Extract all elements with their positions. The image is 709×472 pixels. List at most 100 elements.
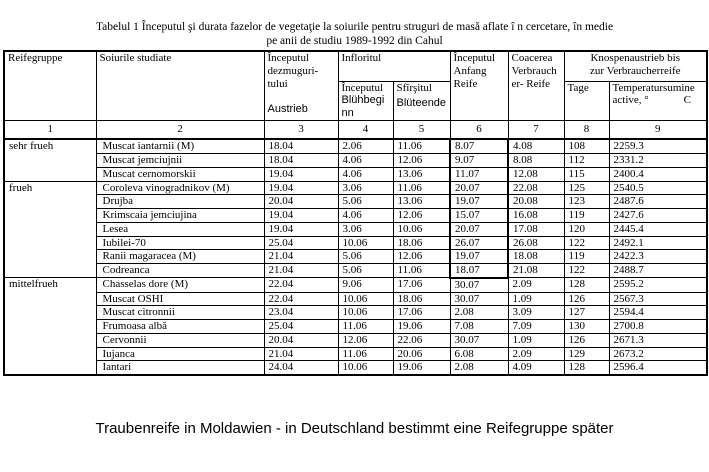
table-row: Iantari 24.04 10.06 19.06 2.08 4.09 128 2596.4 [4, 360, 708, 376]
value-cell: 23.04 [263, 305, 339, 321]
page: Tabelul 1 Începutul şi durata fazelor de… [0, 21, 709, 472]
value-cell: 8.07 [449, 138, 509, 155]
header-tage: Tage [563, 80, 610, 121]
value-cell: 12.06 [392, 153, 451, 168]
value-cell: 21.04 [263, 346, 339, 362]
table-row: Krimscaia jemciujina 19.04 4.06 12.06 15.07 1… [4, 208, 708, 223]
value-cell: 2422.3 [608, 249, 708, 265]
header-infloritul: Infloritul [337, 50, 451, 82]
table-row: Muscat OSHI 22.04 10.06 18.06 30.07 1.09 126 25… [4, 291, 708, 307]
footer-note: Traubenreife in Moldawien - in Deutschla… [95, 420, 614, 438]
header-row-numbers: 1 2 3 4 5 6 7 8 9 [3, 119, 708, 141]
soi-name-cell: Muscat OSHI [95, 291, 265, 307]
value-cell: 13.06 [392, 166, 451, 182]
table-row: Iubilei-70 25.04 10.06 18.06 26.07 26.08 122 24… [4, 235, 708, 251]
soi-name-cell: Muscat citronnii [95, 305, 265, 321]
header-reifegruppe: Reifegruppe [3, 50, 97, 121]
value-cell: 30.07 [449, 277, 509, 293]
header-blueteende: Sfîrşitul Blüteende [392, 80, 451, 121]
column-number-6: 6 [449, 119, 509, 141]
table-row: Muscat cernomorskii 19.04 4.06 13.06 11.07 12… [4, 166, 708, 182]
title-line1: Tabelul 1 Începutul şi durata fazelor de… [95, 21, 614, 33]
value-cell: 25.04 [263, 319, 339, 334]
value-cell: 19.07 [449, 249, 509, 265]
value-cell: 128 [563, 277, 610, 293]
header-bluehbeginn-de: Blühbeginn [341, 94, 385, 120]
table-row: Frumoasa albă 25.04 11.06 19.06 7.08 7.09 130 2… [4, 319, 708, 334]
value-cell: 19.06 [392, 360, 451, 376]
reifegruppe-cell: sehr frueh [3, 138, 97, 182]
table-title: Tabelul 1 Începutul şi durata fazelor de… [0, 21, 709, 48]
header-austrieb: Austrieb [267, 103, 308, 116]
value-cell: 7.09 [507, 319, 565, 334]
header-knospenaustrieb: Knospenaustrieb bis zur Verbraucherreife [563, 50, 708, 82]
table-row: frueh Coroleva vinogradnikov (M) 19.04 3.06… [3, 180, 708, 279]
value-cell: 2700.8 [608, 319, 708, 334]
table-row: sehr frueh Muscat iantarnii (M) 18.04 2.06 1… [3, 138, 708, 182]
value-cell: 3.09 [507, 305, 565, 321]
value-cell: 21.08 [507, 263, 565, 279]
value-cell: 9.07 [449, 153, 509, 168]
reifegruppe-cell: mittelfrueh [3, 277, 97, 376]
value-cell: 11.06 [392, 263, 451, 279]
header-row-top: Reifegruppe Soiurile studiate Începutul … [3, 50, 708, 121]
value-cell: 119 [563, 208, 610, 223]
soi-name-cell: Muscat iantarnii (M) [95, 138, 265, 155]
value-cell: 19.04 [263, 180, 339, 196]
value-cell: 11.07 [449, 166, 509, 182]
value-cell: 20.06 [392, 346, 451, 362]
value-cell: 20.07 [449, 221, 509, 237]
value-cell: 2.08 [449, 360, 509, 376]
value-cell: 20.04 [263, 194, 339, 210]
value-cell: 2331.2 [608, 153, 708, 168]
header-row-sub: Începutul Blühbeginn Sfîrşitul Blüteende… [4, 80, 708, 121]
header-coacerea-verbraucherreife: Coacerea Verbraucher- Reife [507, 50, 565, 121]
value-cell: 21.04 [263, 249, 339, 265]
value-cell: 19.07 [449, 194, 509, 210]
value-cell: 2673.2 [608, 346, 708, 362]
value-cell: 1.09 [507, 332, 565, 348]
table-row: Cervonnii 20.04 12.06 22.06 30.07 1.09 126 2671… [4, 332, 708, 348]
table-body: sehr frueh Muscat iantarnii (M) 18.04 2.06 1… [3, 138, 708, 376]
value-cell: 5.06 [337, 249, 394, 265]
header-temperatursumme: Temperatursumine active, ° C [608, 80, 708, 121]
soi-name-cell: Iantari [95, 360, 265, 376]
value-cell: 125 [563, 180, 610, 196]
value-cell: 11.06 [392, 180, 451, 196]
table-row: Iujanca 21.04 11.06 20.06 6.08 2.09 129 2673.2 [4, 346, 708, 362]
soi-name-cell: Krimscaia jemciujina [95, 208, 265, 223]
value-cell: 2400.4 [608, 166, 708, 182]
value-cell: 17.08 [507, 221, 565, 237]
value-cell: 18.04 [263, 138, 339, 155]
value-cell: 129 [563, 346, 610, 362]
header-blueteende-de: Blüteende [396, 97, 447, 110]
value-cell: 2594.4 [608, 305, 708, 321]
value-cell: 2671.3 [608, 332, 708, 348]
value-cell: 2596.4 [608, 360, 708, 376]
value-cell: 126 [563, 332, 610, 348]
value-cell: 10.06 [337, 305, 394, 321]
value-cell: 12.06 [392, 249, 451, 265]
table-row: Lesea 19.04 3.06 10.06 20.07 17.08 120 2445.4 [4, 221, 708, 237]
value-cell: 3.06 [337, 221, 394, 237]
value-cell: 21.04 [263, 263, 339, 279]
vegetation-table: Reifegruppe Soiurile studiate Începutul … [3, 50, 708, 377]
value-cell: 30.07 [449, 291, 509, 307]
value-cell: 18.04 [263, 153, 339, 168]
value-cell: 127 [563, 305, 610, 321]
soi-name-cell: Iujanca [95, 346, 265, 362]
column-number-7: 7 [507, 119, 565, 141]
value-cell: 4.08 [507, 138, 565, 155]
table-row: Drujba 20.04 5.06 13.06 19.07 20.08 123 2487.6 [4, 194, 708, 210]
value-cell: 19.04 [263, 166, 339, 182]
value-cell: 3.06 [337, 180, 394, 196]
column-number-9: 9 [608, 119, 708, 141]
value-cell: 24.04 [263, 360, 339, 376]
value-cell: 18.06 [392, 235, 451, 251]
value-cell: 15.07 [449, 208, 509, 223]
header-inceputul-dezmuguritului: Începutul dezmuguri-tului Austrieb [263, 50, 339, 121]
value-cell: 18.07 [449, 263, 509, 279]
value-cell: 2445.4 [608, 221, 708, 237]
header-active-degree: active, ° [612, 94, 649, 107]
value-cell: 22.06 [392, 332, 451, 348]
